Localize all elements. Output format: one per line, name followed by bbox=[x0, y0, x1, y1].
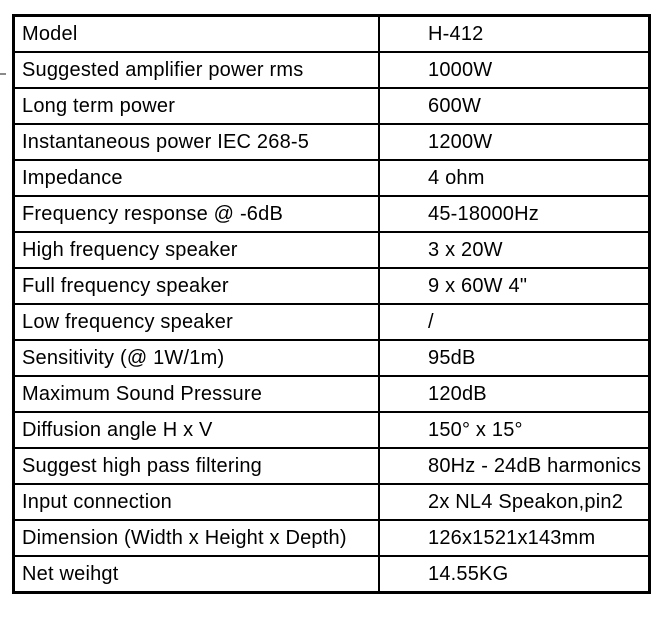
spec-table-row: Model H-412 bbox=[12, 14, 651, 53]
spec-parameter-value: 1200W bbox=[378, 123, 651, 161]
spec-parameter-value: 95dB bbox=[378, 339, 651, 377]
spec-parameter-value: H-412 bbox=[378, 14, 651, 53]
spec-parameter-label: Maximum Sound Pressure bbox=[12, 375, 380, 413]
spec-parameter-value: 126x1521x143mm bbox=[378, 519, 651, 557]
spec-parameter-label: Suggested amplifier power rms bbox=[12, 51, 380, 89]
spec-parameter-label: Model bbox=[12, 14, 380, 53]
spec-table-row: High frequency speaker 3 x 20W bbox=[12, 231, 651, 269]
spec-parameter-label: Instantaneous power IEC 268-5 bbox=[12, 123, 380, 161]
spec-table-row: Instantaneous power IEC 268-5 1200W bbox=[12, 123, 651, 161]
spec-parameter-value: 4 ohm bbox=[378, 159, 651, 197]
spec-parameter-value: 14.55KG bbox=[378, 555, 651, 594]
spec-parameter-label: Net weihgt bbox=[12, 555, 380, 594]
spec-parameter-value: 80Hz - 24dB harmonics bbox=[378, 447, 651, 485]
spec-parameter-value: / bbox=[378, 303, 651, 341]
spec-parameter-label: Sensitivity (@ 1W/1m) bbox=[12, 339, 380, 377]
spec-parameter-value: 9 x 60W 4" bbox=[378, 267, 651, 305]
spec-parameter-value: 3 x 20W bbox=[378, 231, 651, 269]
spec-table-row: Full frequency speaker 9 x 60W 4" bbox=[12, 267, 651, 305]
spec-table-row: Long term power 600W bbox=[12, 87, 651, 125]
spec-parameter-label: Frequency response @ -6dB bbox=[12, 195, 380, 233]
spec-table-row: Low frequency speaker / bbox=[12, 303, 651, 341]
edge-artifact-mark bbox=[0, 73, 6, 75]
spec-parameter-value: 120dB bbox=[378, 375, 651, 413]
spec-parameter-value: 1000W bbox=[378, 51, 651, 89]
spec-table-row: Frequency response @ -6dB 45-18000Hz bbox=[12, 195, 651, 233]
spec-parameter-label: Suggest high pass filtering bbox=[12, 447, 380, 485]
spec-table-body: Model H-412 Suggested amplifier power rm… bbox=[12, 14, 651, 594]
spec-table-row: Suggested amplifier power rms 1000W bbox=[12, 51, 651, 89]
spec-parameter-value: 45-18000Hz bbox=[378, 195, 651, 233]
spec-parameter-label: Impedance bbox=[12, 159, 380, 197]
spec-parameter-label: High frequency speaker bbox=[12, 231, 380, 269]
spec-table-row: Sensitivity (@ 1W/1m) 95dB bbox=[12, 339, 651, 377]
spec-parameter-value: 150° x 15° bbox=[378, 411, 651, 449]
spec-parameter-label: Long term power bbox=[12, 87, 380, 125]
spec-parameter-label: Full frequency speaker bbox=[12, 267, 380, 305]
spec-parameter-label: Diffusion angle H x V bbox=[12, 411, 380, 449]
spec-table-row: Impedance 4 ohm bbox=[12, 159, 651, 197]
spec-parameter-value: 2x NL4 Speakon,pin2 bbox=[378, 483, 651, 521]
spec-table-row: Dimension (Width x Height x Depth) 126x1… bbox=[12, 519, 651, 557]
spec-table-row: Suggest high pass filtering 80Hz - 24dB … bbox=[12, 447, 651, 485]
spec-table: Model H-412 Suggested amplifier power rm… bbox=[12, 14, 651, 594]
spec-table-container: Model H-412 Suggested amplifier power rm… bbox=[12, 14, 651, 594]
spec-parameter-label: Input connection bbox=[12, 483, 380, 521]
spec-table-row: Input connection 2x NL4 Speakon,pin2 bbox=[12, 483, 651, 521]
spec-table-row: Net weihgt 14.55KG bbox=[12, 555, 651, 594]
spec-parameter-value: 600W bbox=[378, 87, 651, 125]
spec-table-row: Diffusion angle H x V 150° x 15° bbox=[12, 411, 651, 449]
spec-table-row: Maximum Sound Pressure 120dB bbox=[12, 375, 651, 413]
spec-parameter-label: Low frequency speaker bbox=[12, 303, 380, 341]
spec-parameter-label: Dimension (Width x Height x Depth) bbox=[12, 519, 380, 557]
